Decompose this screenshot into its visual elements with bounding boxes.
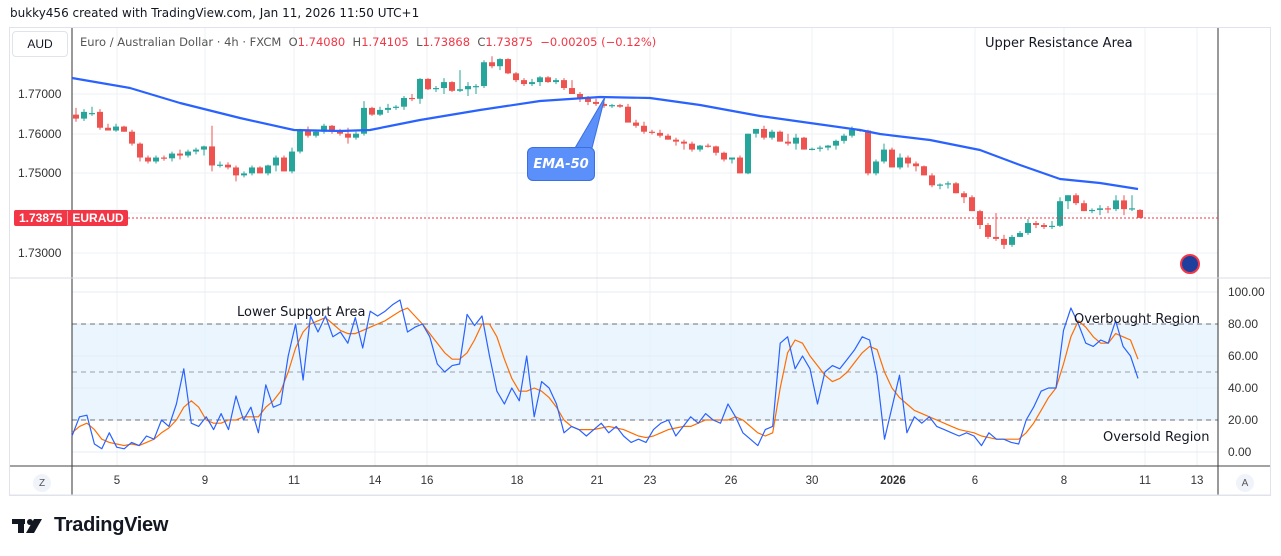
open-value: 1.74080 — [297, 35, 346, 49]
oscillator-tick-label: 80.00 — [1228, 317, 1259, 331]
date-tick-label: 6 — [971, 475, 979, 487]
date-tick-label: 26 — [724, 475, 738, 487]
high-value: 1.74105 — [361, 35, 409, 49]
date-tick-label: 9 — [201, 475, 209, 487]
oscillator-tick-label: 100.00 — [1228, 285, 1265, 299]
date-tick-label: 18 — [510, 475, 524, 487]
date-tick-label: 23 — [643, 475, 657, 487]
tradingview-logo-icon — [12, 518, 42, 533]
current-symbol: EURAUD — [67, 211, 127, 225]
date-tick-label: 21 — [590, 475, 604, 487]
current-price: 1.73875 — [19, 211, 63, 225]
current-price-tag: 1.73875 EURAUD — [14, 210, 128, 226]
symbol-legend: Euro / Australian Dollar · 4h · FXCM O1.… — [80, 35, 657, 49]
ema-50-callout: EMA-50 — [527, 147, 595, 181]
overbought-label: Overbought Region — [1074, 312, 1200, 327]
price-tick-label: 1.77000 — [18, 87, 62, 101]
chart-credit: bukky456 created with TradingView.com, J… — [10, 6, 420, 20]
date-tick-label: 8 — [1060, 475, 1068, 487]
oscillator-tick-label: 60.00 — [1228, 349, 1259, 363]
stoch-k-line — [71, 299, 1139, 450]
date-tick-label: 13 — [1190, 475, 1204, 487]
australia-flag-icon[interactable] — [1180, 254, 1200, 274]
price-tick-label: 1.73000 — [18, 246, 62, 260]
date-tick-label: 2026 — [880, 475, 906, 487]
auto-scale-button[interactable]: A — [1236, 474, 1254, 492]
zoom-reset-button[interactable]: Z — [33, 474, 51, 492]
tradingview-logo: TradingView — [12, 514, 168, 537]
oversold-label: Oversold Region — [1103, 430, 1210, 445]
low-value: 1.73868 — [422, 35, 471, 49]
price-tick-label: 1.75000 — [18, 166, 62, 180]
oscillator-tick-label: 0.00 — [1228, 445, 1252, 459]
change-value: −0.00205 (−0.12%) — [540, 35, 657, 49]
brand-name: TradingView — [54, 514, 169, 536]
candlestick-series — [73, 56, 1143, 249]
price-tick-label: 1.76000 — [18, 127, 62, 141]
upper-resistance-label: Upper Resistance Area — [985, 36, 1133, 51]
oscillator-tick-label: 20.00 — [1228, 413, 1259, 427]
ema-50-line — [71, 76, 1139, 191]
date-tick-label: 11 — [288, 475, 300, 487]
date-tick-label: 30 — [805, 475, 819, 487]
symbol-name: Euro / Australian Dollar · 4h · FXCM — [80, 35, 282, 49]
currency-chip[interactable]: AUD — [12, 31, 68, 57]
oscillator-tick-label: 40.00 — [1228, 381, 1259, 395]
date-tick-label: 14 — [368, 475, 382, 487]
lower-support-label: Lower Support Area — [237, 305, 366, 320]
date-tick-label: 16 — [420, 475, 434, 487]
date-tick-label: 5 — [113, 475, 121, 487]
close-value: 1.73875 — [485, 35, 533, 49]
date-tick-label: 11 — [1139, 475, 1151, 487]
